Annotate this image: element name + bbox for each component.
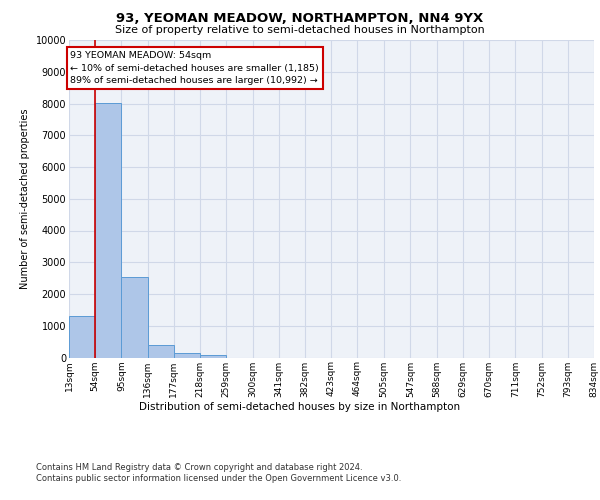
- Bar: [148, 345, 174, 358]
- Text: Contains public sector information licensed under the Open Government Licence v3: Contains public sector information licen…: [36, 474, 401, 483]
- Y-axis label: Number of semi-detached properties: Number of semi-detached properties: [20, 108, 30, 289]
- Bar: [95, 103, 121, 358]
- Bar: [121, 277, 148, 357]
- Text: 93, YEOMAN MEADOW, NORTHAMPTON, NN4 9YX: 93, YEOMAN MEADOW, NORTHAMPTON, NN4 9YX: [116, 12, 484, 26]
- Text: 93 YEOMAN MEADOW: 54sqm
← 10% of semi-detached houses are smaller (1,185)
89% of: 93 YEOMAN MEADOW: 54sqm ← 10% of semi-de…: [70, 51, 319, 85]
- Text: Contains HM Land Registry data © Crown copyright and database right 2024.: Contains HM Land Registry data © Crown c…: [36, 462, 362, 471]
- Text: Size of property relative to semi-detached houses in Northampton: Size of property relative to semi-detach…: [115, 25, 485, 35]
- Bar: [69, 316, 95, 358]
- Bar: [200, 354, 226, 358]
- Text: Distribution of semi-detached houses by size in Northampton: Distribution of semi-detached houses by …: [139, 402, 461, 412]
- Bar: [174, 353, 200, 358]
